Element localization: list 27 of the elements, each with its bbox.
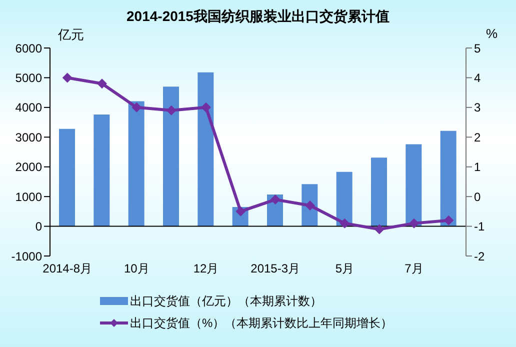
legend-label: 出口交货值（%）（本期累计数比上年同期增长） <box>130 314 393 332</box>
y2-tick-label: -2 <box>474 249 485 264</box>
legend-label: 出口交货值（亿元）（本期累计数） <box>130 292 322 310</box>
y2-tick-label: 3 <box>474 100 481 115</box>
x-tick-label: 12月 <box>193 262 219 276</box>
y-tick-label: 3000 <box>15 130 42 144</box>
y-tick-label: 6000 <box>15 41 42 56</box>
x-tick-label: 2015-3月 <box>250 262 300 276</box>
y-tick-label: -1000 <box>11 249 42 264</box>
x-tick-label: 10月 <box>124 262 150 276</box>
x-tick-label: 5月 <box>335 262 354 276</box>
y-tick-label: 4000 <box>15 100 42 115</box>
y2-tick-label: 4 <box>474 70 481 85</box>
x-tick-label: 7月 <box>404 262 424 276</box>
y-tick-label: 5000 <box>15 70 42 85</box>
y2-tick-label: 5 <box>474 41 481 56</box>
y2-tick-label: -1 <box>474 220 485 234</box>
chart-title: 2014-2015我国纺织服装业出口交货累计值 <box>126 8 390 26</box>
x-tick-label: 2014-8月 <box>42 262 92 276</box>
y-tick-label: 2000 <box>15 160 42 174</box>
y2-tick-label: 0 <box>474 190 481 204</box>
y-axis-title: 亿元 <box>58 26 84 44</box>
y2-tick-label: 1 <box>474 160 481 174</box>
y-tick-label: 1000 <box>15 190 42 204</box>
y2-axis-title: % <box>486 26 498 41</box>
y-tick-label: 0 <box>35 220 42 234</box>
y2-tick-label: 2 <box>474 130 481 144</box>
